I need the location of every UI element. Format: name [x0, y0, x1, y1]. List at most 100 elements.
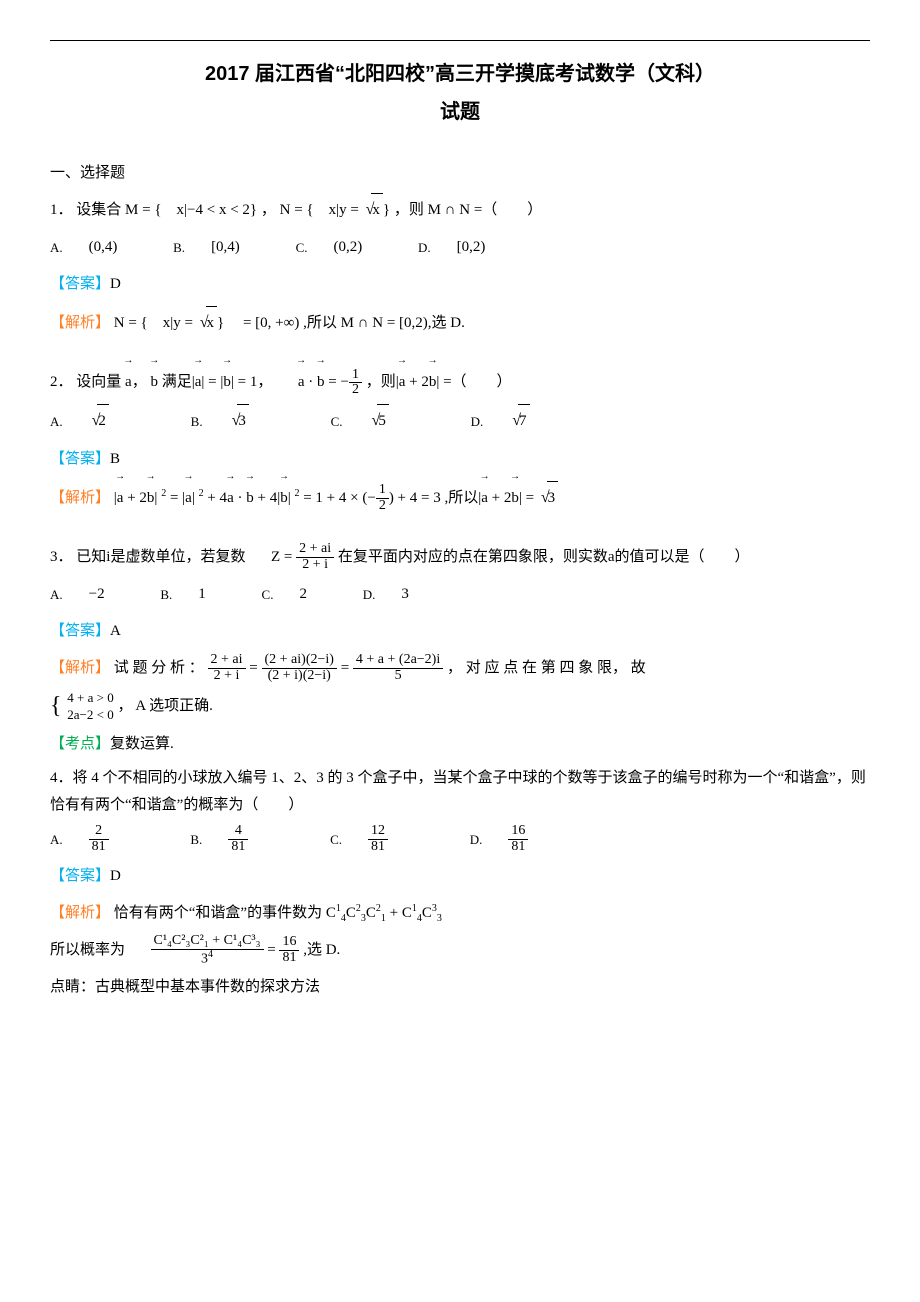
sqrt-icon: 3 — [538, 480, 558, 515]
q3-keypoint-value: 复数运算. — [110, 736, 174, 752]
q2-choice-A: 2 — [97, 404, 109, 438]
q3-analysis-2: { 4 + a > 0 2a−2 < 0 ， A 选项正确. — [50, 689, 870, 724]
q4-text: 将 4 个不相同的小球放入编号 1、2、3 的 3 个盒子中，当某个盒子中球的个… — [50, 770, 866, 813]
q2-number: 2． — [50, 374, 73, 390]
analysis-label: 【解析】 — [50, 490, 110, 506]
q4-choices: A. 281 B. 481 C. 1281 D. 1681 — [50, 823, 870, 856]
q2-eq: | = | — [201, 374, 223, 390]
q1-rad: x — [371, 193, 383, 227]
analysis-label: 【解析】 — [50, 660, 110, 676]
q4-an-b: 所以概率为 — [50, 942, 125, 958]
analysis-label: 【解析】 — [50, 905, 110, 921]
q4-an-c: ,选 D. — [303, 942, 340, 958]
answer-label: 【答案】 — [50, 868, 110, 884]
q3-a: 已知 — [76, 549, 106, 565]
sqrt-icon: 7 — [509, 403, 555, 438]
vector-a-icon: a — [185, 482, 192, 515]
fraction: 1681 — [279, 935, 299, 965]
q1-an-rad: x — [206, 306, 218, 340]
q4-an-a: 恰有有两个“和谐盒”的事件数为 — [114, 905, 322, 921]
vector-a-icon: a — [117, 482, 124, 515]
base: 3 — [201, 951, 208, 966]
sqrt-icon: x — [197, 305, 217, 340]
q3-choice-A: −2 — [89, 578, 105, 611]
q2-d: | =（ ） — [436, 374, 511, 390]
q4-D-d: 81 — [508, 839, 528, 855]
q4-answer: 【答案】D — [50, 860, 870, 893]
q1-analysis: 【解析】 N = { x|y = x} = [0, +∞) ,所以 M ∩ N … — [50, 305, 870, 340]
q3-d: 的值可以是（ ） — [615, 549, 750, 565]
fraction: 481 — [228, 824, 274, 854]
q3-bot: 2 + i — [296, 557, 334, 573]
q2-answer: 【答案】B — [50, 443, 870, 476]
fraction: 1281 — [368, 824, 414, 854]
sup2: 2 — [294, 488, 299, 499]
q4-number: 4． — [50, 770, 73, 786]
q3-sys2: 2a−2 < 0 — [67, 706, 113, 724]
top-rule — [50, 40, 870, 41]
q1-an-c: ,所以 M ∩ N = [0,2),选 D. — [303, 315, 465, 331]
q4-analysis: 【解析】 恰有有两个“和谐盒”的事件数为 C14C23C21 + C14C33 — [50, 897, 870, 930]
q2-choice-C: 5 — [377, 404, 389, 438]
q2-an-8: + 4| — [257, 490, 280, 506]
vector-b-icon: b — [246, 482, 254, 515]
q2-analysis: 【解析】 |a + 2b| 2 = |a| 2 + 4a · b + 4|b| … — [50, 480, 870, 515]
q3-stem: 3． 已知i是虚数单位，若复数 Z = 2 + ai2 + i 在复平面内对应的… — [50, 541, 870, 574]
fraction: 2 + ai2 + i — [208, 653, 246, 683]
answer-label: 【答案】 — [50, 451, 110, 467]
q4-A-d: 81 — [89, 839, 109, 855]
fraction: 281 — [89, 824, 135, 854]
q4-answer-value: D — [110, 868, 121, 884]
q4-C-n: 12 — [368, 824, 388, 839]
q2-dotrhs: = − — [325, 374, 349, 390]
title-line2: 试题 — [440, 101, 480, 123]
q1-text: 设集合 — [76, 202, 121, 218]
analysis-label: 【解析】 — [50, 315, 110, 331]
q3-f1b: 2 + i — [208, 668, 246, 684]
equation-system: 4 + a > 0 2a−2 < 0 — [67, 689, 113, 724]
q2-an-6: + 4 — [207, 490, 227, 506]
q1-setN-prefix: N = { x|y = — [280, 202, 363, 218]
q4-B-n: 4 — [228, 824, 248, 839]
answer-label: 【答案】 — [50, 276, 110, 292]
c: C — [346, 905, 356, 921]
q1-setM: M = { x|−4 < x < 2} — [125, 202, 257, 218]
q2-an-7: · — [234, 490, 247, 506]
vector-a-icon: a — [125, 366, 132, 399]
q3-an-c: ， A 选项正确. — [117, 698, 212, 714]
q1-answer-value: D — [110, 276, 121, 292]
q3-choice-B: 1 — [198, 578, 206, 611]
c: C — [326, 905, 336, 921]
q2-an-4: = | — [170, 490, 185, 506]
q4-analysis-2: 所以概率为 C¹₄C²₃C²₁ + C¹₄C³₃ 34 = 1681 ,选 D. — [50, 934, 870, 967]
vector-b-icon: b — [280, 482, 288, 515]
p: + — [386, 905, 402, 921]
c: C — [422, 905, 432, 921]
comb-expr: C14C23C21 + C14C33 — [326, 905, 442, 921]
fraction: 4 + a + (2a−2)i5 — [353, 653, 443, 683]
q3-avar: a — [608, 549, 615, 565]
exp: 4 — [208, 949, 213, 960]
q1-choice-D: [0,2) — [457, 231, 486, 264]
q3-choice-C: 2 — [299, 578, 307, 611]
fraction: (2 + ai)(2−i)(2 + i)(2−i) — [262, 653, 337, 683]
q3-choice-D: 3 — [401, 578, 409, 611]
keypoint-label: 【考点】 — [50, 736, 110, 752]
sqrt-icon: 3 — [229, 403, 275, 438]
q1-setN-suffix: } — [383, 202, 390, 218]
q1-an-b: } = [0, +∞) — [217, 315, 299, 331]
sup2: 2 — [161, 488, 166, 499]
answer-label: 【答案】 — [50, 623, 110, 639]
q2-b: 满足| — [162, 374, 195, 390]
q1-answer: 【答案】D — [50, 268, 870, 301]
q3-answer: 【答案】A — [50, 615, 870, 648]
c: C — [366, 905, 376, 921]
q3-choices: A. −2 B. 1 C. 2 D. 3 — [50, 578, 870, 611]
q3-f2t: (2 + ai)(2−i) — [262, 653, 337, 668]
q2-choices: A. 2 B. 3 C. 5 D. 7 — [50, 403, 870, 438]
q1-choice-C: (0,2) — [333, 231, 362, 264]
q3-number: 3． — [50, 549, 73, 565]
c: C — [402, 905, 412, 921]
q1-choices: A. (0,4) B. [0,4) C. (0,2) D. [0,2) — [50, 231, 870, 264]
q4-probtop: C¹₄C²₃C²₁ + C¹₄C³₃ — [151, 934, 264, 949]
